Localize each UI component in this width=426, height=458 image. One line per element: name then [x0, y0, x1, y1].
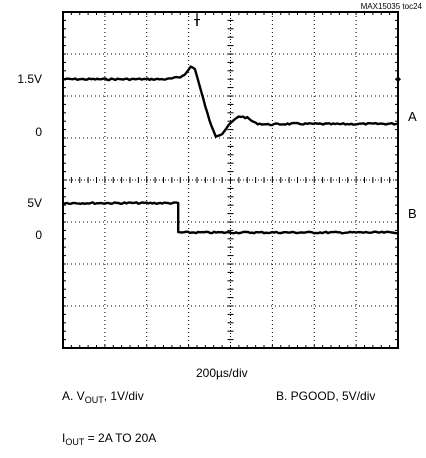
caption-a-sub: OUT [84, 395, 104, 405]
caption-iout-sub: OUT [65, 437, 85, 447]
channel-label-b: B [408, 205, 417, 221]
level-marker-icon [395, 76, 401, 83]
y-tick-label: 1.5V [17, 72, 42, 87]
channel-label-a: A [408, 109, 417, 124]
caption-iout: IOUT = 2A TO 20A [62, 430, 156, 450]
trace-b [62, 201, 399, 235]
caption-a-suffix: , 1V/div [103, 389, 144, 403]
caption-channel-a: A. VOUT, 1V/div [62, 388, 144, 408]
x-axis-label: 200µs/div [196, 366, 248, 380]
figure-id: MAX15035 toc24 [360, 2, 422, 11]
trigger-marker: T [194, 18, 200, 29]
caption-a-prefix: A. V [62, 389, 85, 403]
caption-iout-suffix: = 2A TO 20A [84, 431, 157, 445]
trace-a [62, 65, 399, 138]
y-tick-label: 5V [27, 196, 42, 211]
y-tick-label: 0 [35, 227, 42, 242]
caption-iout-prefix: I [62, 431, 66, 445]
y-tick-label: 0 [35, 124, 42, 139]
caption-channel-b: B. PGOOD, 5V/div [276, 389, 376, 403]
